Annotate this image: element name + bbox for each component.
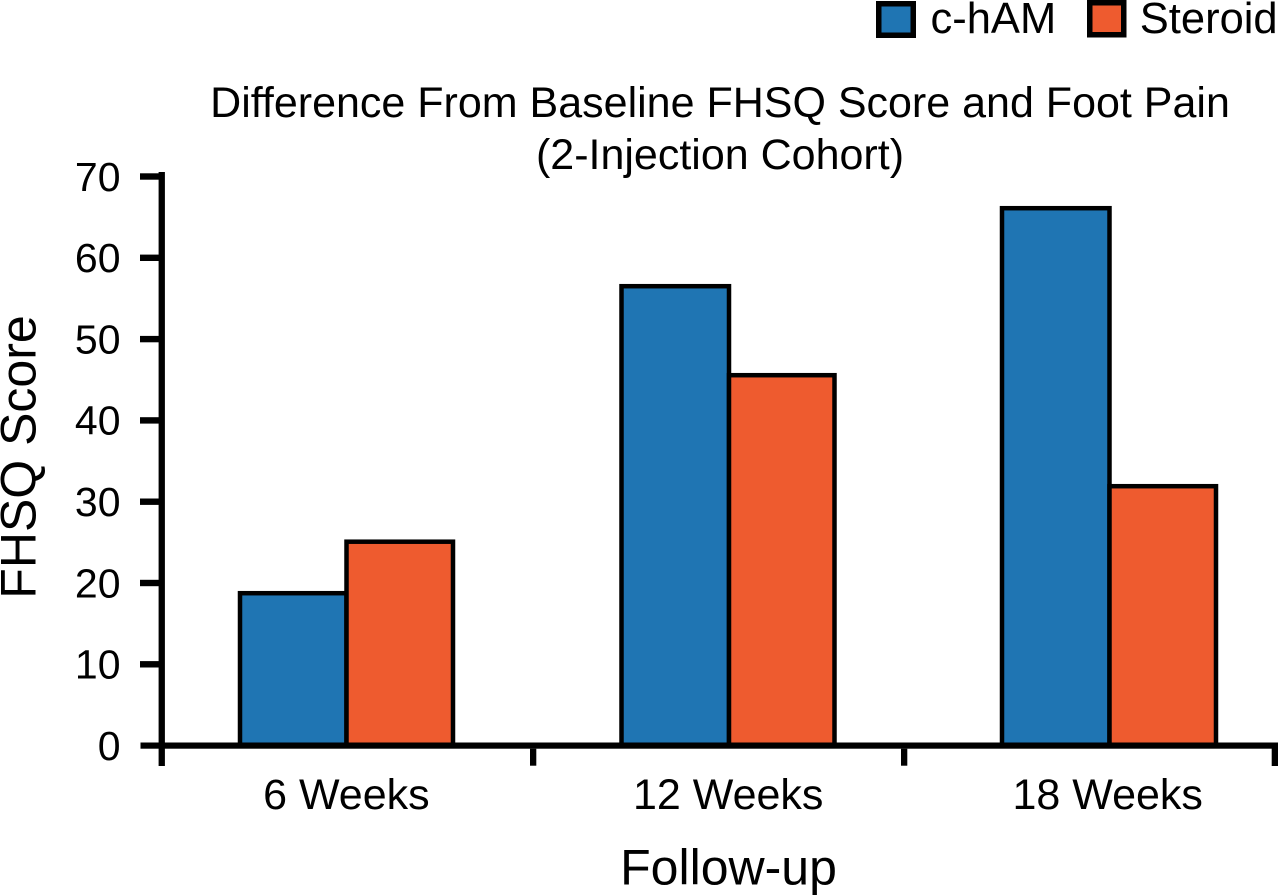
svg-text:40: 40 <box>75 398 121 444</box>
svg-text:60: 60 <box>75 235 121 281</box>
svg-text:70: 70 <box>75 154 121 200</box>
svg-text:FHSQ Score: FHSQ Score <box>0 315 47 598</box>
svg-text:20: 20 <box>75 560 121 606</box>
svg-text:c-hAM: c-hAM <box>931 0 1057 43</box>
svg-text:Steroid: Steroid <box>1140 0 1278 43</box>
svg-text:6 Weeks: 6 Weeks <box>263 771 430 819</box>
svg-text:30: 30 <box>75 479 121 525</box>
svg-text:50: 50 <box>75 316 121 362</box>
svg-text:Difference From Baseline FHSQ: Difference From Baseline FHSQ Score and … <box>210 79 1230 127</box>
svg-text:(2-Injection Cohort): (2-Injection Cohort) <box>536 131 904 179</box>
svg-text:18 Weeks: 18 Weeks <box>1012 771 1202 819</box>
svg-text:Follow-up: Follow-up <box>620 840 837 896</box>
svg-text:10: 10 <box>75 642 121 688</box>
svg-text:12 Weeks: 12 Weeks <box>633 771 823 819</box>
svg-text:0: 0 <box>98 723 121 769</box>
